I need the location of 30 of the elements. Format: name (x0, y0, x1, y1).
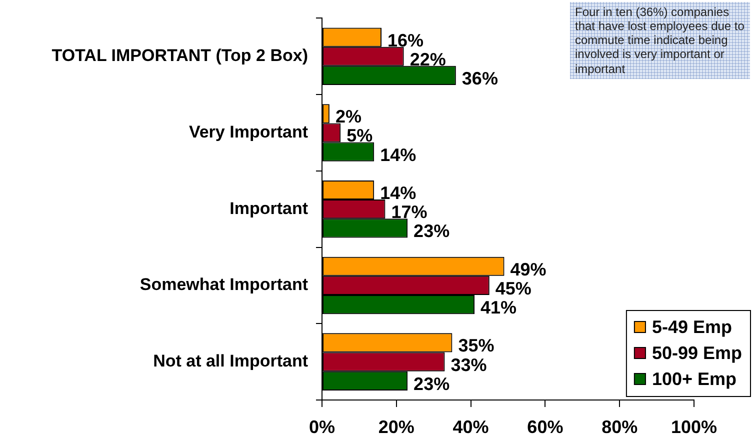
data-label: 36% (462, 68, 498, 88)
x-tick-label: 100% (670, 416, 718, 437)
y-tick-label: Important (230, 198, 308, 218)
data-label: 33% (450, 354, 487, 375)
y-tick-label: TOTAL IMPORTANT (Top 2 Box) (52, 46, 308, 66)
legend-label: 50-99 Emp (652, 342, 742, 363)
data-label: 14% (380, 144, 416, 165)
y-tick-label: Very Important (188, 122, 308, 142)
annotation: Four in ten (36%) companies that have lost employees due to commute time indicate being involved is very important or important (570, 2, 750, 79)
x-tick-label: 80% (602, 416, 638, 437)
y-tick-label: Not at all Important (153, 352, 308, 371)
y-tick-label: Somewhat Important (140, 275, 308, 294)
data-label: 5% (346, 126, 373, 146)
legend-label: 100+ Emp (652, 368, 737, 389)
data-label: 2% (335, 106, 362, 127)
data-label: 22% (410, 49, 446, 70)
data-label: 17% (391, 202, 428, 222)
data-label: 35% (458, 336, 494, 356)
x-tick-label: 40% (452, 416, 489, 437)
data-label: 49% (510, 259, 546, 280)
data-label: 23% (414, 221, 450, 242)
x-tick-label: 20% (378, 416, 414, 437)
data-label: 16% (388, 30, 424, 50)
data-label: 41% (480, 298, 517, 318)
data-label: 23% (414, 374, 450, 394)
x-tick-label: 60% (527, 416, 564, 437)
legend-label: 5-49 Emp (652, 316, 732, 337)
data-label: 45% (495, 278, 532, 298)
data-label: 14% (380, 182, 416, 203)
x-tick-label: 0% (308, 416, 336, 437)
